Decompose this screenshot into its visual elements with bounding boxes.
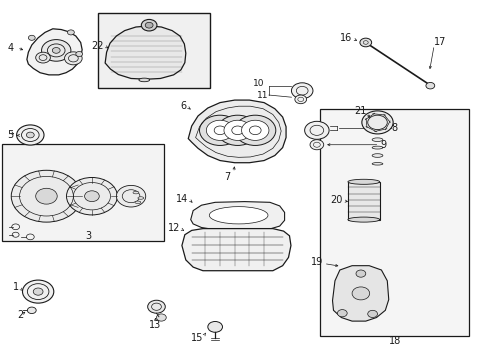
Text: 10: 10 — [252, 79, 264, 88]
Text: 16: 16 — [339, 33, 351, 43]
Ellipse shape — [133, 192, 139, 194]
Circle shape — [22, 280, 54, 303]
Polygon shape — [182, 229, 290, 271]
Text: 20: 20 — [329, 195, 342, 205]
Text: 7: 7 — [224, 172, 230, 182]
Circle shape — [28, 35, 35, 40]
Circle shape — [359, 38, 371, 47]
Circle shape — [361, 111, 392, 134]
Bar — [2, 144, 163, 241]
Circle shape — [367, 310, 377, 318]
Bar — [98, 13, 210, 88]
Text: 15: 15 — [190, 333, 203, 343]
Ellipse shape — [138, 197, 143, 199]
Circle shape — [294, 95, 306, 104]
Ellipse shape — [209, 207, 267, 224]
Circle shape — [337, 310, 346, 317]
Circle shape — [156, 314, 166, 321]
Circle shape — [199, 115, 240, 145]
Circle shape — [27, 307, 36, 314]
Ellipse shape — [139, 78, 149, 82]
Text: 8: 8 — [390, 123, 397, 133]
Circle shape — [116, 185, 145, 207]
Text: 4: 4 — [8, 42, 14, 53]
Text: 2: 2 — [18, 310, 23, 320]
Circle shape — [224, 120, 251, 140]
Text: 9: 9 — [380, 140, 386, 150]
Text: 5: 5 — [8, 130, 14, 140]
Text: 13: 13 — [149, 320, 162, 330]
Circle shape — [76, 51, 82, 57]
Ellipse shape — [371, 146, 382, 149]
Circle shape — [17, 125, 44, 145]
Circle shape — [234, 115, 275, 145]
Text: 12: 12 — [167, 222, 180, 233]
Circle shape — [207, 321, 222, 332]
Circle shape — [355, 270, 365, 277]
Circle shape — [11, 170, 81, 222]
Circle shape — [217, 115, 258, 145]
Text: 1: 1 — [13, 282, 20, 292]
Text: 17: 17 — [433, 37, 446, 48]
Ellipse shape — [347, 179, 379, 184]
Bar — [347, 182, 379, 220]
Circle shape — [145, 22, 153, 28]
Circle shape — [241, 120, 268, 140]
Circle shape — [36, 52, 50, 63]
Text: 6: 6 — [180, 101, 186, 111]
Text: 3: 3 — [85, 231, 91, 241]
Circle shape — [351, 287, 369, 300]
Ellipse shape — [371, 154, 382, 157]
Ellipse shape — [371, 138, 382, 141]
Polygon shape — [27, 29, 82, 75]
Circle shape — [147, 300, 165, 313]
Text: 21: 21 — [354, 106, 366, 116]
Ellipse shape — [135, 201, 141, 204]
Circle shape — [141, 19, 157, 31]
Circle shape — [52, 48, 60, 53]
Circle shape — [425, 82, 434, 89]
Polygon shape — [190, 202, 284, 230]
Circle shape — [304, 121, 328, 139]
Circle shape — [41, 40, 71, 61]
Ellipse shape — [347, 217, 379, 222]
Circle shape — [67, 30, 74, 35]
Circle shape — [26, 132, 34, 138]
Circle shape — [291, 83, 312, 99]
Circle shape — [206, 120, 233, 140]
Circle shape — [64, 52, 82, 65]
Polygon shape — [188, 100, 285, 163]
Text: 14: 14 — [176, 194, 188, 204]
Text: 22: 22 — [91, 41, 103, 51]
Ellipse shape — [371, 163, 382, 165]
Text: 11: 11 — [256, 91, 267, 100]
Circle shape — [84, 191, 99, 202]
Text: 18: 18 — [388, 336, 401, 346]
Polygon shape — [105, 26, 185, 79]
Polygon shape — [332, 266, 388, 321]
Text: 19: 19 — [310, 257, 322, 267]
Circle shape — [309, 140, 323, 150]
Circle shape — [66, 177, 117, 215]
Bar — [320, 109, 468, 336]
Circle shape — [33, 288, 43, 295]
Circle shape — [36, 188, 57, 204]
